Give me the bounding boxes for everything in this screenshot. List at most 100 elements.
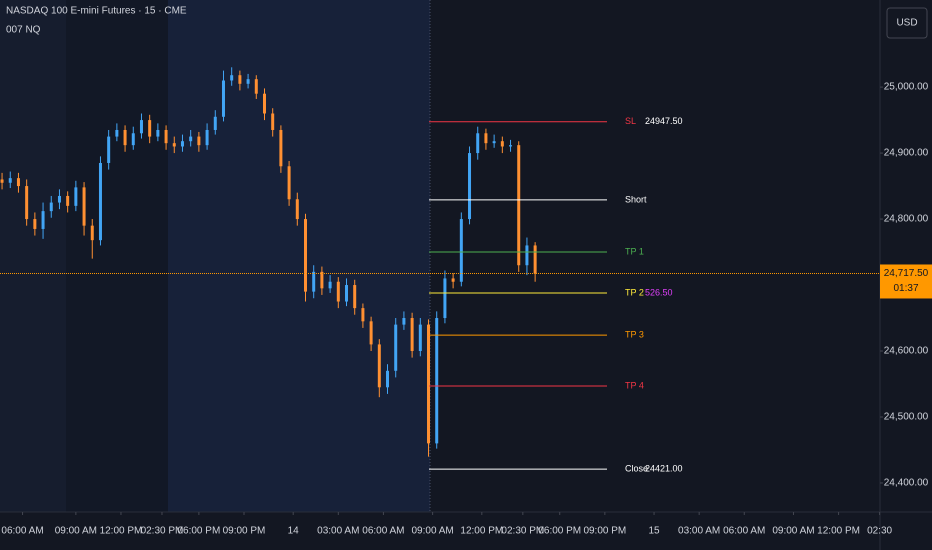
x-tick-label: 12:00 PM [817, 526, 860, 537]
level-name: TP 3 [625, 330, 644, 340]
level-name: TP 2 [625, 287, 644, 297]
candle-body [435, 318, 439, 444]
candle-body [312, 271, 316, 292]
candle-body [139, 120, 143, 134]
candle-body [525, 245, 529, 266]
x-tick-label: 02:30 [867, 526, 892, 537]
x-tick-label: 09:00 PM [223, 526, 266, 537]
level-name: SL [625, 116, 636, 126]
candle-body [230, 75, 234, 81]
candle-body [172, 143, 176, 147]
candle-body [0, 179, 4, 183]
candle-body [386, 370, 390, 388]
level-name: Short [625, 194, 647, 204]
y-tick-label: 24,800.00 [884, 214, 929, 225]
candle-body [410, 318, 414, 352]
candle-body [107, 136, 111, 163]
candle-body [189, 136, 193, 142]
candle-body [443, 278, 447, 319]
x-tick-label: 15 [648, 526, 660, 537]
candle-body [303, 219, 307, 292]
candle-body [66, 195, 70, 206]
level-value: 24421.00 [645, 463, 683, 473]
candle-body [33, 219, 37, 229]
candle-body [197, 136, 201, 146]
candle-body [221, 80, 225, 117]
candle-body [164, 129, 168, 144]
currency-label[interactable]: USD [896, 18, 917, 29]
candle-body [287, 166, 291, 200]
candle-body [459, 219, 463, 282]
candle-body [509, 145, 513, 147]
candle-body [492, 141, 496, 144]
x-tick-label: 03:00 AM [317, 526, 359, 537]
candle-body [74, 187, 78, 206]
candle-body [82, 187, 86, 226]
candle-body [41, 211, 45, 229]
candle-body [262, 93, 266, 114]
candle-body [49, 202, 53, 212]
y-tick-label: 24,600.00 [884, 346, 929, 357]
x-tick-label: 09:00 PM [583, 526, 626, 537]
candle-body [468, 153, 472, 220]
y-tick-label: 25,000.00 [884, 82, 929, 93]
y-tick-label: 24,500.00 [884, 412, 929, 423]
candle-body [345, 285, 349, 302]
candle-body [361, 308, 365, 322]
x-tick-label: 12:00 PM [100, 526, 143, 537]
x-tick-label: 06:00 PM [538, 526, 581, 537]
x-tick-label: 09:00 AM [55, 526, 97, 537]
candle-body [279, 129, 283, 167]
level-value: 24947.50 [645, 116, 683, 126]
level-name: TP 4 [625, 380, 644, 390]
session-band [168, 0, 430, 512]
last-price-box [880, 264, 932, 299]
candle-body [254, 79, 258, 94]
session-band [0, 0, 66, 512]
candle-body [25, 186, 29, 220]
x-tick-label: 14 [288, 526, 300, 537]
candle-body [328, 281, 332, 289]
candle-body [476, 133, 480, 154]
candle-body [205, 129, 209, 146]
candle-body [295, 199, 299, 220]
chart-subtitle: 007 NQ [6, 25, 41, 36]
x-tick-label: 06:00 AM [362, 526, 404, 537]
x-tick-label: 02:30 PM [141, 526, 184, 537]
candle-body [98, 162, 102, 241]
candle-body [533, 245, 537, 274]
candle-body [8, 178, 12, 183]
x-tick-label: 06:00 AM [723, 526, 765, 537]
y-tick-label: 24,400.00 [884, 478, 929, 489]
currency-button[interactable] [886, 7, 928, 39]
candle-body [369, 321, 373, 345]
session-band [66, 0, 168, 512]
candle-body [418, 324, 422, 352]
candle-body [500, 141, 504, 147]
level-name: TP 1 [625, 246, 644, 256]
x-tick-label: 06:00 AM [1, 526, 43, 537]
countdown-label: 01:37 [893, 283, 918, 294]
candle-body [90, 225, 94, 241]
candle-body [131, 133, 135, 146]
candle-body [402, 318, 406, 325]
candle-body [115, 129, 119, 137]
y-tick-label: 24,900.00 [884, 148, 929, 159]
candle-body [57, 195, 61, 203]
candle-body [451, 278, 455, 282]
candle-body [484, 133, 488, 144]
x-tick-label: 12:00 PM [460, 526, 503, 537]
x-tick-label: 03:00 AM [678, 526, 720, 537]
candle-body [353, 285, 357, 309]
candle-body [394, 324, 398, 371]
x-tick-label: 09:00 AM [772, 526, 814, 537]
candle-body [123, 129, 127, 146]
level-annotation: 526.50 [645, 287, 673, 297]
candle-body [427, 324, 431, 444]
candle-body [320, 271, 324, 289]
level-name: Close [625, 463, 648, 473]
candle-body [16, 178, 20, 187]
candle-body [148, 120, 152, 137]
candle-body [246, 79, 250, 84]
